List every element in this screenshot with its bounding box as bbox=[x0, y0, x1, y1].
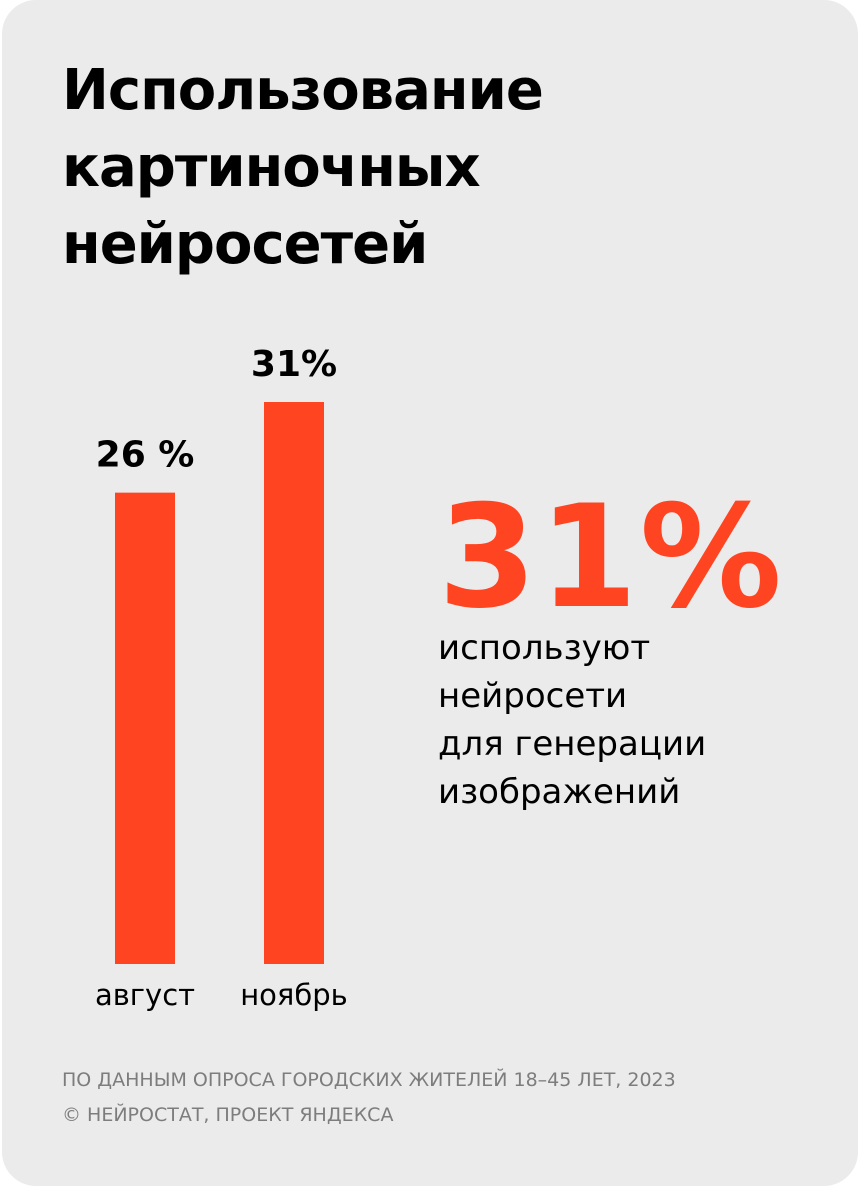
bar-ноябрь bbox=[264, 402, 324, 964]
bar-август bbox=[115, 492, 175, 964]
bar-value-label: 31% bbox=[251, 344, 337, 385]
title-line: нейросетей bbox=[62, 212, 428, 277]
page-title: Использование картиночных нейросетей bbox=[62, 52, 544, 283]
description-line: для генерации bbox=[438, 724, 707, 764]
description-line: изображений bbox=[438, 772, 681, 812]
highlight-value: 31% bbox=[438, 475, 784, 640]
footnote-line: © НЕЙРОСТАТ, ПРОЕКТ ЯНДЕКСА bbox=[62, 1104, 394, 1126]
bar-value-label: 26 % bbox=[96, 435, 195, 476]
title-line: Использование bbox=[62, 58, 544, 123]
description-line: используют bbox=[438, 628, 651, 668]
highlight-description: используют нейросети для генерации изобр… bbox=[438, 624, 706, 816]
category-label: ноябрь bbox=[240, 978, 348, 1012]
title-line: картиночных bbox=[62, 135, 481, 200]
description-line: нейросети bbox=[438, 676, 628, 716]
footnote-line: ПО ДАННЫМ ОПРОСА ГОРОДСКИХ ЖИТЕЛЕЙ 18–45… bbox=[62, 1069, 676, 1091]
category-label: август bbox=[95, 978, 195, 1012]
source-footnote: ПО ДАННЫМ ОПРОСА ГОРОДСКИХ ЖИТЕЛЕЙ 18–45… bbox=[62, 1063, 676, 1133]
